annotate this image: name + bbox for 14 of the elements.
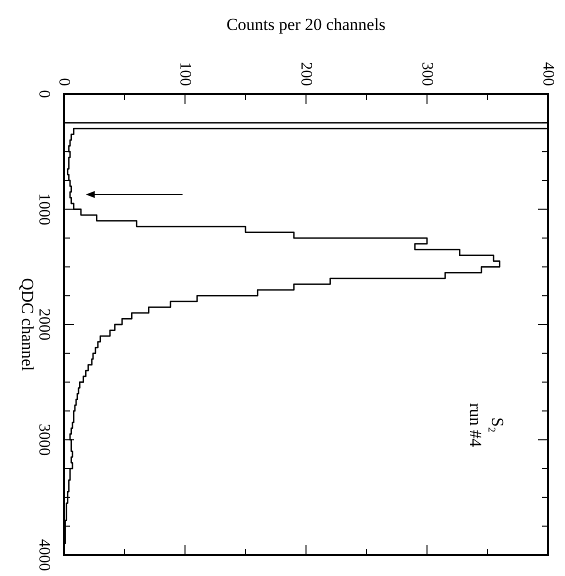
x-tick-label: 400 [540,62,556,86]
annotation: run #4 [466,403,486,448]
y-tick-label: 2000 [36,308,52,340]
x-tick-label: 300 [418,62,436,86]
annotation: S₂ [488,417,508,433]
x-tick-label: 200 [298,62,314,86]
y-tick-label: 3000 [36,424,52,456]
y-axis-title: QDC channel [18,278,37,372]
x-tick-label: 100 [176,62,194,86]
y-tick-label: 0 [36,90,52,98]
y-tick-label: 4000 [36,539,52,571]
x-tick-label: 0 [56,78,72,86]
y-tick-label: 1000 [36,193,52,226]
x-axis-title: Counts per 20 channels [226,15,386,34]
